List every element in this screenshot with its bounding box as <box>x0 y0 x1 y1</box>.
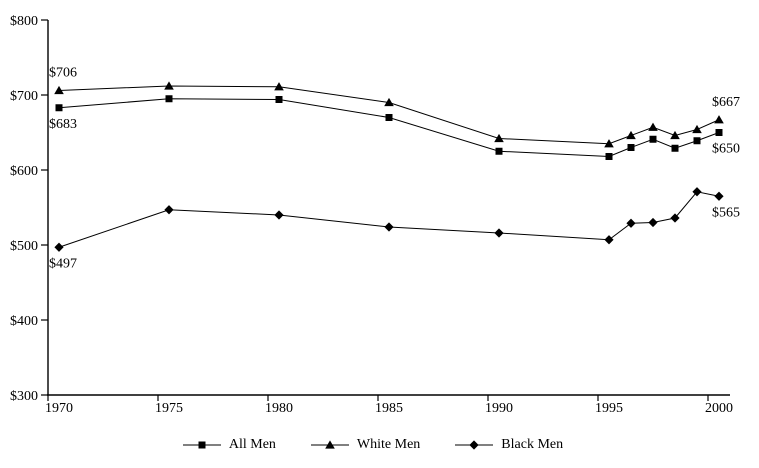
y-tick-label: $400 <box>10 314 38 329</box>
diamond-marker-icon <box>274 210 284 220</box>
series-all-men <box>55 95 723 160</box>
legend-label-all-men: All Men <box>228 437 276 452</box>
series-line-all-men <box>58 98 720 158</box>
square-marker-icon <box>649 135 657 143</box>
legend-square-marker-icon <box>182 441 221 449</box>
diamond-marker-icon <box>714 191 724 201</box>
data-label-all-men-last: $650 <box>712 142 740 157</box>
square-marker-icon <box>627 144 635 151</box>
square-marker-icon <box>198 441 206 449</box>
triangle-marker-icon <box>626 130 636 140</box>
diamond-marker-icon <box>494 228 504 238</box>
diamond-marker-icon <box>54 242 64 252</box>
legend-triangle-marker-icon <box>310 440 349 449</box>
data-label-all-men-first: $683 <box>49 117 77 132</box>
x-tick-label: 1995 <box>595 401 623 416</box>
legend: All Men White Men Black Men <box>0 437 745 453</box>
legend-label-white-men: White Men <box>356 437 421 452</box>
square-marker-icon <box>495 147 503 155</box>
legend-diamond-marker-icon <box>455 440 494 450</box>
triangle-marker-icon <box>714 115 724 124</box>
square-marker-icon <box>55 104 63 112</box>
triangle-marker-icon <box>164 81 174 90</box>
triangle-marker-icon <box>54 85 64 95</box>
data-label-white-men-last: $667 <box>712 95 740 110</box>
y-tick-label: $300 <box>10 389 38 404</box>
y-tick-label: $500 <box>10 239 38 254</box>
x-tick-label: 1970 <box>45 401 73 416</box>
legend-item-all-men: All Men <box>182 437 276 453</box>
square-marker-icon <box>605 153 613 160</box>
legend-label-black-men: Black Men <box>501 437 564 452</box>
x-tick-label: 1990 <box>485 401 513 416</box>
diamond-marker-icon <box>604 235 614 245</box>
square-marker-icon <box>165 95 173 103</box>
legend-item-white-men: White Men <box>310 437 420 453</box>
data-label-white-men-first: $706 <box>49 66 77 81</box>
data-label-black-men-last: $565 <box>712 205 740 220</box>
diamond-marker-icon <box>626 218 636 228</box>
x-tick-label: 1975 <box>155 401 183 416</box>
diamond-marker-icon <box>648 217 658 228</box>
legend-item-black-men: Black Men <box>454 437 563 453</box>
triangle-marker-icon <box>648 122 658 131</box>
diamond-marker-icon <box>670 213 680 223</box>
diamond-marker-icon <box>469 440 479 450</box>
triangle-marker-icon <box>604 139 614 148</box>
triangle-marker-icon <box>692 124 702 134</box>
triangle-marker-icon <box>384 97 394 107</box>
x-tick-label: 2000 <box>705 401 733 416</box>
y-tick-label: $800 <box>10 14 38 29</box>
series-black-men <box>54 187 724 252</box>
triangle-marker-icon <box>325 440 335 449</box>
square-marker-icon <box>385 114 393 121</box>
diamond-marker-icon <box>692 187 702 197</box>
square-marker-icon <box>275 96 283 103</box>
y-tick-label: $600 <box>10 164 38 179</box>
data-label-black-men-first: $497 <box>49 256 77 271</box>
square-marker-icon <box>693 137 701 145</box>
x-tick-label: 1980 <box>265 401 293 416</box>
y-tick-label: $700 <box>10 89 38 104</box>
square-marker-icon <box>715 129 723 136</box>
square-marker-icon <box>671 144 679 152</box>
triangle-marker-icon <box>670 130 680 140</box>
series-white-men <box>54 81 724 148</box>
triangle-marker-icon <box>494 133 504 143</box>
triangle-marker-icon <box>274 82 284 91</box>
diamond-marker-icon <box>384 222 394 232</box>
x-tick-label: 1985 <box>375 401 403 416</box>
diamond-marker-icon <box>164 205 174 215</box>
series-line-black-men <box>58 191 720 248</box>
